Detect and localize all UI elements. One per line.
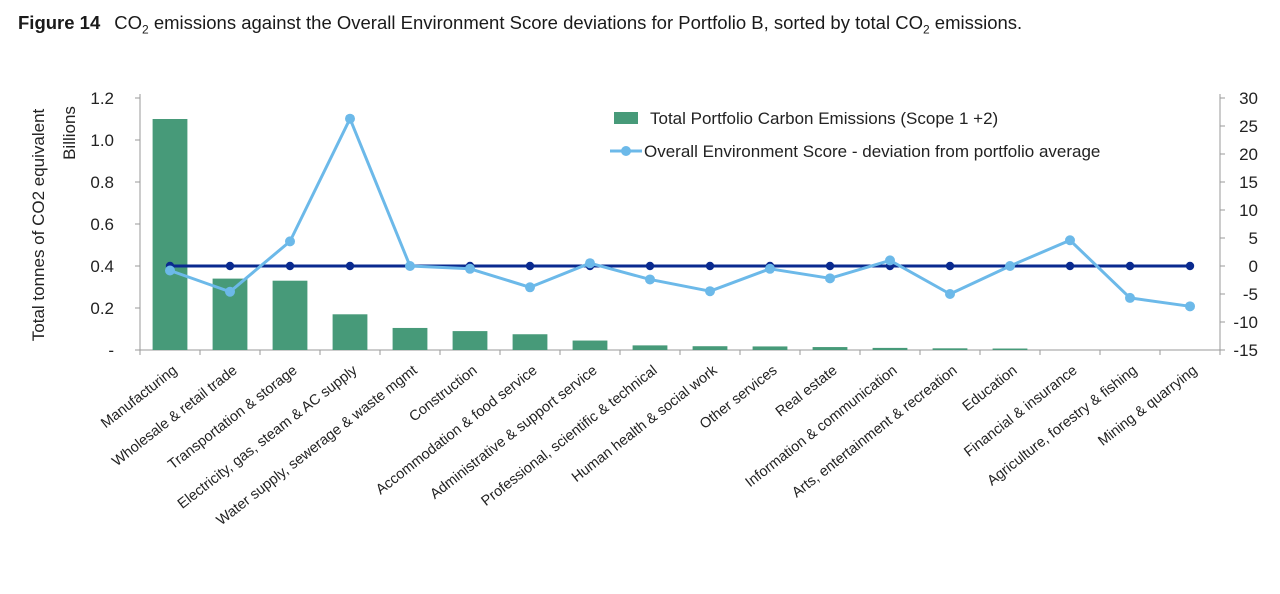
reference-point — [225, 261, 235, 271]
emissions-bar — [992, 348, 1028, 350]
score-point — [945, 289, 955, 299]
caption-text-3: emissions. — [929, 12, 1023, 33]
emissions-bar — [332, 314, 368, 350]
score-point — [585, 258, 595, 269]
y-left-axis-title: Total tonnes of CO2 equivalent — [29, 108, 48, 341]
emissions-bar — [752, 346, 788, 350]
y-right-tick-label: 20 — [1239, 145, 1258, 164]
emissions-bar — [872, 347, 908, 350]
y-right-tick-label: 10 — [1239, 201, 1258, 220]
y-right-tick-label: -10 — [1233, 313, 1258, 332]
emissions-bar — [452, 331, 488, 350]
y-left-tick-label: 1.2 — [90, 89, 114, 108]
figure-caption: Figure 14 CO2 emissions against the Overa… — [18, 12, 1022, 37]
emissions-bar — [272, 280, 308, 350]
score-point — [345, 113, 355, 124]
emissions-bar — [932, 348, 968, 350]
caption-text-1: CO — [114, 12, 142, 33]
figure-label: Figure 14 — [18, 12, 101, 33]
reference-point — [1185, 261, 1195, 271]
y-left-tick-label: - — [108, 341, 114, 360]
score-line — [169, 117, 1191, 308]
caption-sub-2: 2 — [922, 22, 930, 37]
reference-line-group — [165, 261, 1195, 271]
caption-text-2: emissions against the Overall Environmen… — [148, 12, 923, 33]
score-point — [885, 255, 895, 266]
legend-line-label: Overall Environment Score - deviation fr… — [644, 142, 1100, 161]
legend-bar-swatch — [614, 112, 638, 124]
score-point — [645, 274, 655, 285]
x-category-label: Financial & insurance — [961, 363, 1080, 461]
score-point — [405, 261, 415, 271]
reference-point — [645, 261, 655, 271]
score-point — [225, 286, 235, 297]
reference-point — [525, 261, 535, 271]
reference-point — [285, 261, 295, 271]
emissions-bar — [392, 327, 428, 350]
emissions-bar — [572, 340, 608, 350]
score-point — [285, 236, 295, 247]
bars-group — [152, 119, 1028, 350]
y-left-tick-label: 0.8 — [90, 173, 114, 192]
emissions-bar — [152, 119, 188, 350]
y-left-tick-label: 0.6 — [90, 215, 114, 234]
y-right-tick-label: -5 — [1243, 285, 1258, 304]
emissions-bar — [692, 346, 728, 350]
y-left-tick-label: 1.0 — [90, 131, 114, 150]
score-point — [165, 265, 175, 276]
axes-group: - 0.2 0.4 0.6 0.8 1.0 1.2 -15 -10 -5 0 5 10 15 20 25 30 T… — [29, 89, 1258, 360]
reference-point — [345, 261, 355, 271]
y-right-tick-label: 25 — [1239, 117, 1258, 136]
emissions-bar — [632, 345, 668, 350]
legend: Total Portfolio Carbon Emissions (Scope … — [610, 109, 1100, 161]
reference-point — [1125, 261, 1135, 271]
y-right-tick-label: 15 — [1239, 173, 1258, 192]
score-point — [825, 273, 835, 284]
score-point — [525, 282, 535, 293]
legend-bar-label: Total Portfolio Carbon Emissions (Scope … — [650, 109, 998, 128]
reference-point — [825, 261, 835, 271]
y-left-tick-label: 0.4 — [90, 257, 114, 276]
caption-sub-1: 2 — [142, 22, 149, 37]
y-left-unit-label: Billions — [60, 106, 79, 160]
emissions-bar — [512, 334, 548, 350]
reference-point — [705, 261, 715, 271]
y-right-tick-label: -15 — [1233, 341, 1258, 360]
score-point — [1125, 292, 1135, 303]
score-point — [465, 263, 475, 274]
y-right-tick-label: 30 — [1239, 89, 1258, 108]
score-point — [765, 263, 775, 274]
reference-point — [1065, 261, 1075, 271]
score-point — [705, 286, 715, 297]
emissions-bar — [812, 347, 848, 350]
y-right-tick-label: 0 — [1249, 257, 1258, 276]
score-point — [1065, 235, 1075, 246]
y-right-tick-label: 5 — [1249, 229, 1258, 248]
reference-point — [945, 261, 955, 271]
score-point — [1185, 301, 1195, 312]
score-line-group — [165, 113, 1195, 312]
y-left-tick-label: 0.2 — [90, 299, 114, 318]
x-category-label: Mining & quarrying — [1095, 363, 1200, 450]
score-point — [1005, 261, 1015, 271]
x-category-label: Education — [960, 363, 1021, 415]
legend-line-marker — [621, 146, 631, 156]
